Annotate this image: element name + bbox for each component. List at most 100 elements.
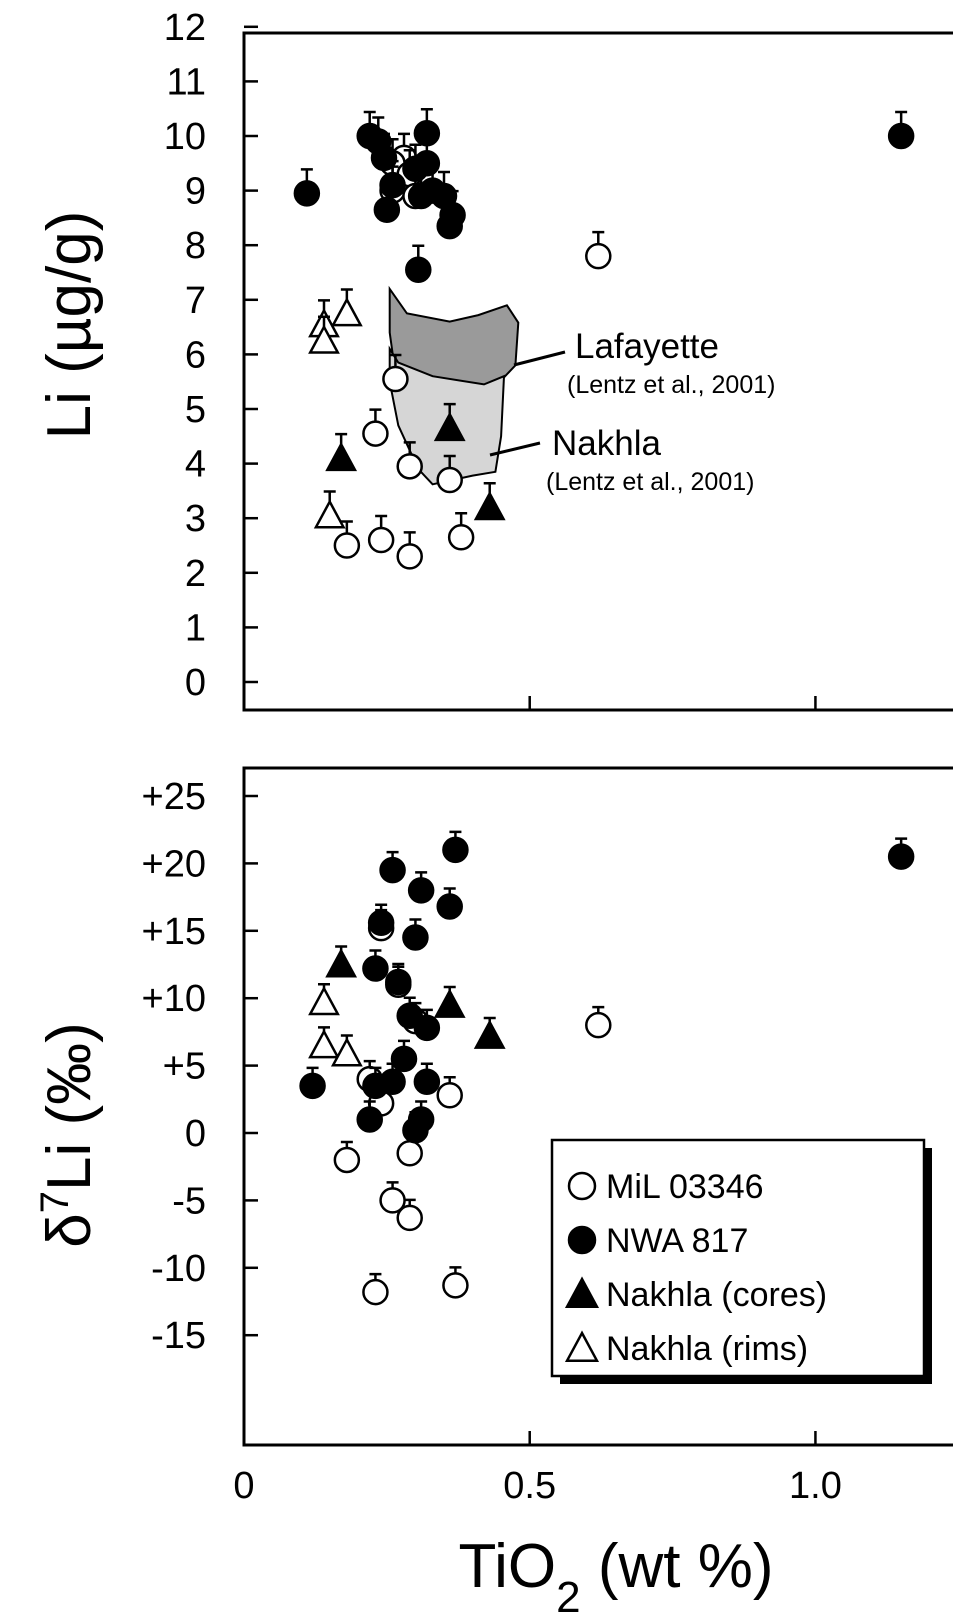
nakhla-rims-point xyxy=(330,1037,363,1067)
nwa-817-point xyxy=(405,256,432,284)
top-y-tick-label: 9 xyxy=(185,171,206,213)
mil-03346-point xyxy=(447,524,475,551)
top-y-tick-label: 6 xyxy=(185,334,206,376)
mil-03346-legend-marker xyxy=(567,1171,597,1201)
top-y-axis-title: Li (µg/g) xyxy=(35,211,104,440)
mil-03346-point xyxy=(396,453,423,480)
comparison-regions xyxy=(388,285,520,486)
x-axis-ticks: 0 0.5 1.0 xyxy=(233,696,842,1507)
top-y-tick-label: 2 xyxy=(185,553,206,595)
mil-03346-point xyxy=(362,1278,389,1306)
mil-03346-point xyxy=(585,1011,612,1039)
nakhla-rims-point xyxy=(308,324,340,354)
nwa-817-point xyxy=(367,909,395,936)
mil-03346-point xyxy=(396,1139,423,1167)
top-y-tick-label: 5 xyxy=(185,389,206,431)
x-tick-label: 0 xyxy=(233,1465,254,1507)
bottom-y-tick-label: 0 xyxy=(185,1113,206,1155)
top-y-tick-label: 0 xyxy=(185,662,206,704)
legend-items: MiL 03346 NWA 817 Nakhla (cores) Nakhla (ri… xyxy=(564,1168,827,1368)
mil-03346-point xyxy=(367,526,395,554)
bottom-data-points xyxy=(299,830,915,1306)
lafayette-leader-line xyxy=(513,350,566,367)
nwa-817-point xyxy=(356,1106,383,1133)
mil-03346-point xyxy=(382,365,409,393)
nwa-817-point xyxy=(370,144,398,172)
lafayette-region-label: Lafayette xyxy=(575,327,719,366)
bottom-y-tick-label: -5 xyxy=(172,1180,206,1222)
nakhla-rims-point xyxy=(308,1028,340,1059)
nwa-817-point xyxy=(413,1068,441,1096)
nwa-817-point xyxy=(407,877,435,904)
nwa-817-point xyxy=(407,1106,435,1133)
bottom-y-tick-label: +20 xyxy=(142,843,206,885)
nakhla-region xyxy=(388,345,506,486)
nakhla-rims-legend-marker xyxy=(564,1330,600,1362)
nwa-817-point xyxy=(887,122,915,150)
nakhla-rims-point xyxy=(330,297,363,327)
nakhla-cores-point xyxy=(325,948,358,978)
nakhla-cores-point xyxy=(473,1019,506,1049)
top-y-tick-label: 11 xyxy=(167,61,206,103)
x-tick-label: 0.5 xyxy=(503,1465,556,1507)
nwa-817-point xyxy=(402,924,429,951)
nakhla-cores-point xyxy=(433,411,466,442)
nakhla-leader-line xyxy=(489,441,541,457)
nwa-817-point xyxy=(373,196,401,223)
nwa-817-point xyxy=(413,1014,441,1042)
x-tick-label: 1.0 xyxy=(789,1465,842,1507)
nakhla-region-label: Nakhla xyxy=(552,424,661,463)
bottom-y-ticks: +25 +20 +15 +10 +5 0 -5 -10 -15 xyxy=(142,776,258,1357)
bottom-y-tick-label: -10 xyxy=(151,1248,206,1290)
bottom-y-tick-label: +25 xyxy=(142,776,206,818)
nwa-817-legend-marker xyxy=(567,1225,597,1255)
nwa-817-point xyxy=(390,1045,418,1073)
mil-03346-point xyxy=(585,242,612,270)
top-y-tick-label: 1 xyxy=(185,607,206,649)
top-data-points xyxy=(293,108,915,570)
nwa-817-point xyxy=(385,968,412,996)
top-y-tick-label: 3 xyxy=(185,498,206,540)
top-y-tick-label: 12 xyxy=(164,7,206,49)
nakhla-rims-point xyxy=(308,985,340,1016)
nwa-817-point xyxy=(293,180,321,207)
nwa-817-point xyxy=(379,1068,406,1096)
nwa-817-point xyxy=(436,893,463,920)
nakhla-cores-point xyxy=(473,490,506,521)
mil-03346-legend-label: MiL 03346 xyxy=(606,1168,764,1206)
top-y-tick-label: 4 xyxy=(185,444,206,486)
bottom-y-axis-title: δ7Li (‰) xyxy=(33,1022,104,1248)
nakhla-rims-point xyxy=(313,499,346,529)
top-y-tick-label: 10 xyxy=(164,116,206,158)
mil-03346-point xyxy=(362,420,389,447)
bottom-y-tick-label: +15 xyxy=(142,911,206,953)
legend-box xyxy=(550,1138,926,1378)
nakhla-cores-point xyxy=(325,441,358,472)
delta-li-panel: +25 +20 +15 +10 +5 0 -5 -10 -15 0 0.5 1.0 δ7Li (‰)… xyxy=(33,696,953,1622)
nakhla-rims-legend-label: Nakhla (rims) xyxy=(606,1330,808,1368)
mil-03346-point xyxy=(436,1082,463,1109)
nwa-817-point xyxy=(407,182,435,210)
bottom-y-tick-label: +10 xyxy=(142,978,206,1020)
top-y-tick-label: 7 xyxy=(185,280,206,322)
top-y-tick-label: 8 xyxy=(185,225,206,267)
li-concentration-panel: Lafayette (Lentz et al., 2001) Nakhla (L… xyxy=(35,7,953,712)
nakhla-cores-legend-label: Nakhla (cores) xyxy=(606,1276,827,1314)
lafayette-citation: (Lentz et al., 2001) xyxy=(567,371,775,399)
x-axis-title: TiO2 (wt %) xyxy=(459,1532,774,1622)
nakhla-cores-legend-marker xyxy=(564,1276,600,1308)
legend: MiL 03346 NWA 817 Nakhla (cores) Nakhla (ri… xyxy=(550,1138,932,1384)
mil-03346-point xyxy=(436,466,463,494)
nakhla-citation: (Lentz et al., 2001) xyxy=(546,468,754,496)
mil-03346-point xyxy=(442,1272,469,1299)
mil-03346-point xyxy=(333,1146,361,1174)
nwa-817-point xyxy=(362,955,389,982)
nwa-817-point xyxy=(887,843,915,870)
bottom-y-tick-label: -15 xyxy=(151,1315,206,1357)
mil-03346-point xyxy=(333,532,361,559)
bottom-plot-frame xyxy=(242,766,953,1447)
bottom-y-tick-label: +5 xyxy=(163,1046,206,1088)
nwa-817-legend-label: NWA 817 xyxy=(606,1222,748,1260)
